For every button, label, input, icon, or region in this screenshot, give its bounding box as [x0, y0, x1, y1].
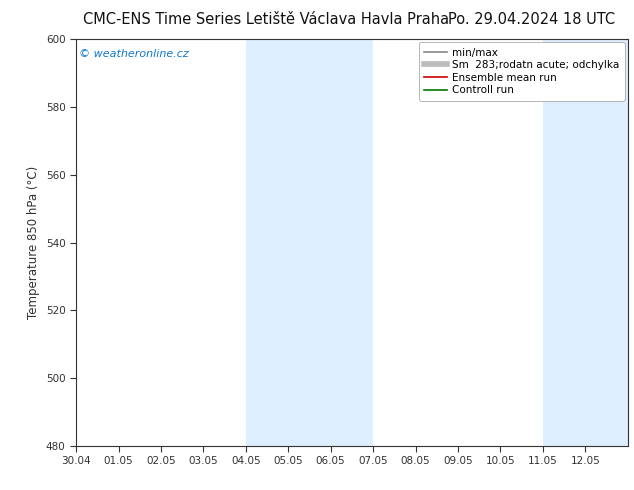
Bar: [543, 39, 628, 446]
Bar: [246, 39, 373, 446]
Text: © weatheronline.cz: © weatheronline.cz: [79, 49, 188, 59]
Text: CMC-ENS Time Series Letiště Václava Havla Praha: CMC-ENS Time Series Letiště Václava Havl…: [83, 12, 450, 27]
Text: Po. 29.04.2024 18 UTC: Po. 29.04.2024 18 UTC: [448, 12, 615, 27]
Y-axis label: Temperature 850 hPa (°C): Temperature 850 hPa (°C): [27, 166, 41, 319]
Legend: min/max, Sm  283;rodatn acute; odchylka, Ensemble mean run, Controll run: min/max, Sm 283;rodatn acute; odchylka, …: [418, 42, 624, 100]
